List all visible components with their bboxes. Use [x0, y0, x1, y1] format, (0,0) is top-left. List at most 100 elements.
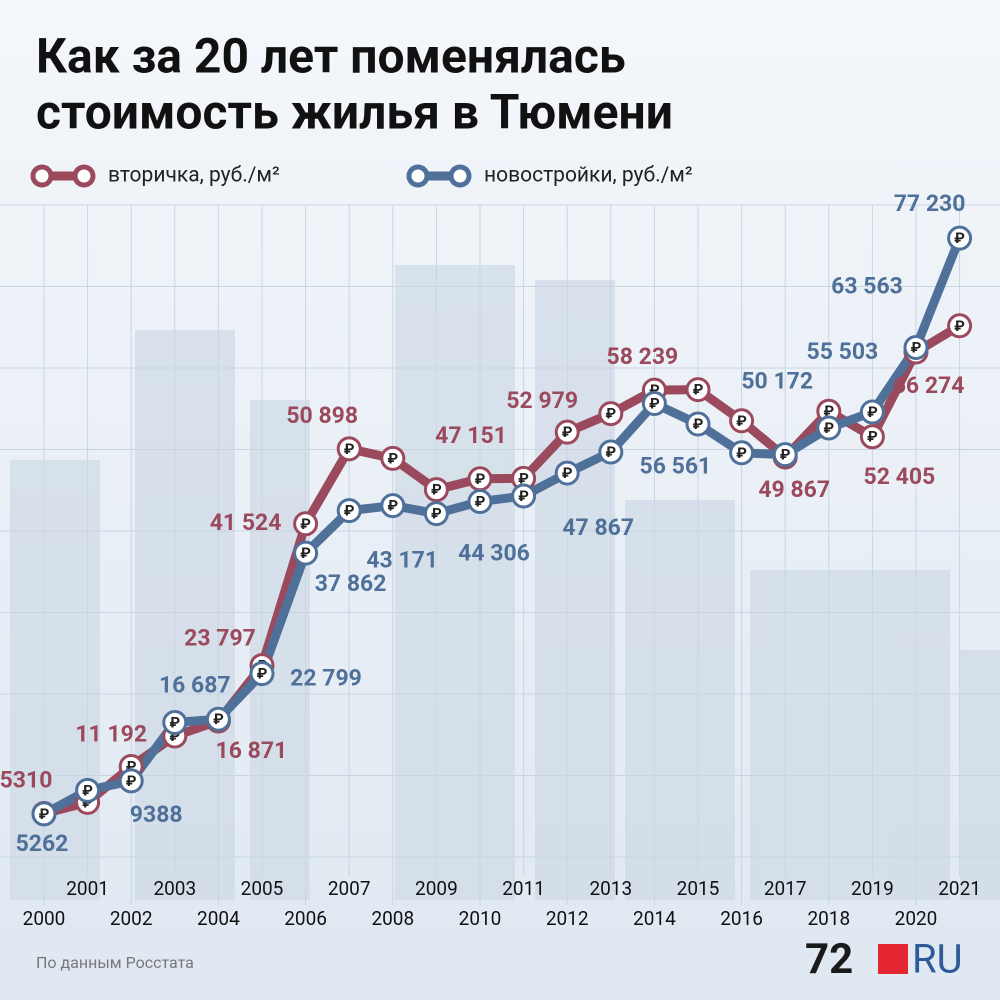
marker-circle [75, 777, 101, 803]
marker-symbol: ₽ [780, 446, 791, 464]
data-label: 47 151 [435, 422, 507, 449]
x-tick-label: 2013 [589, 877, 632, 900]
data-label: 16 871 [216, 737, 288, 764]
logo-square [878, 944, 908, 974]
marker: ₽ [685, 411, 711, 437]
x-tick-label: 2015 [677, 877, 720, 900]
marker-circle [729, 408, 755, 434]
data-label: 37 862 [315, 570, 387, 597]
marker-symbol: ₽ [300, 515, 311, 533]
marker: ₽ [554, 460, 580, 486]
data-label: 44 306 [458, 540, 530, 567]
data-label: 50 898 [286, 402, 358, 429]
marker-circle [118, 768, 144, 794]
data-label: 11 192 [75, 721, 147, 748]
data-label: 52 979 [506, 387, 578, 414]
marker-circle [729, 440, 755, 466]
marker: ₽ [423, 501, 449, 527]
marker-symbol: ₽ [562, 464, 573, 482]
marker-symbol: ₽ [824, 402, 835, 420]
marker: ₽ [380, 445, 406, 471]
x-tick-label: 2016 [720, 907, 763, 930]
marker-symbol: ₽ [736, 412, 747, 430]
marker-symbol: ₽ [82, 781, 93, 799]
x-tick-label: 2001 [66, 877, 109, 900]
logo: 72 [805, 935, 853, 984]
data-label: 16 687 [159, 672, 231, 699]
marker: ₽ [685, 377, 711, 403]
marker-symbol: ₽ [431, 481, 442, 499]
marker: ₽ [467, 466, 493, 492]
marker-circle [249, 661, 275, 687]
marker-symbol: ₽ [824, 419, 835, 437]
marker-symbol: ₽ [126, 757, 137, 775]
x-tick-label: 2004 [197, 907, 240, 930]
legend-swatch [30, 164, 54, 188]
marker-symbol: ₽ [170, 713, 181, 731]
title: стоимость жилья в Тюмени [36, 84, 673, 141]
data-label: 50 172 [741, 368, 813, 395]
marker-symbol: ₽ [388, 449, 399, 467]
marker-circle [598, 401, 624, 427]
marker: ₽ [641, 391, 667, 417]
x-tick-label: 2014 [633, 907, 676, 930]
data-label: 47 867 [562, 514, 634, 541]
data-label: 43 171 [366, 547, 438, 574]
x-tick-label: 2008 [371, 907, 414, 930]
marker-symbol: ₽ [126, 772, 137, 790]
x-tick-label: 2018 [807, 907, 850, 930]
x-tick-label: 2019 [851, 877, 894, 900]
marker-symbol: ₽ [649, 394, 660, 412]
data-label: 41 524 [210, 509, 282, 536]
marker-symbol: ₽ [562, 423, 573, 441]
marker: ₽ [859, 424, 885, 450]
marker-circle [380, 445, 406, 471]
marker-circle [380, 493, 406, 519]
marker: ₽ [380, 493, 406, 519]
marker-circle [554, 460, 580, 486]
x-tick-label: 2009 [415, 877, 458, 900]
data-label: 66 274 [893, 372, 965, 399]
marker: ₽ [205, 706, 231, 732]
legend-swatch [406, 164, 430, 188]
marker-symbol: ₽ [693, 381, 704, 399]
series-line [42, 321, 962, 818]
marker: ₽ [118, 768, 144, 794]
marker: ₽ [336, 498, 362, 524]
x-tick-label: 2021 [938, 877, 981, 900]
marker: ₽ [162, 710, 188, 736]
marker-circle [685, 377, 711, 403]
legend-swatch [448, 164, 472, 188]
marker-circle [423, 477, 449, 503]
data-label: 23 797 [184, 625, 256, 652]
marker: ₽ [31, 801, 57, 827]
data-label: 5310 [0, 767, 52, 794]
data-label: 55 503 [807, 338, 879, 365]
marker-circle [947, 225, 973, 251]
x-tick-label: 2006 [284, 907, 327, 930]
x-tick-label: 2007 [328, 877, 371, 900]
marker-symbol: ₽ [693, 415, 704, 433]
data-label: 49 867 [758, 476, 830, 503]
source: По данным Росстата [36, 953, 194, 972]
marker-circle [467, 489, 493, 515]
marker: ₽ [511, 465, 537, 491]
marker: ₽ [249, 661, 275, 687]
marker-symbol: ₽ [475, 493, 486, 511]
marker: ₽ [903, 334, 929, 360]
marker-symbol: ₽ [344, 502, 355, 520]
marker-symbol: ₽ [736, 444, 747, 462]
marker-symbol: ₽ [606, 443, 617, 461]
marker: ₽ [467, 489, 493, 515]
marker-circle [859, 424, 885, 450]
marker-symbol: ₽ [911, 338, 922, 356]
marker: ₽ [554, 419, 580, 445]
marker: ₽ [859, 399, 885, 425]
x-tick-label: 2017 [764, 877, 807, 900]
title: Как за 20 лет поменялась [36, 28, 626, 85]
data-label: 5262 [16, 830, 69, 857]
data-label: 56 561 [640, 453, 712, 480]
marker: ₽ [598, 401, 624, 427]
logo: RU [912, 936, 963, 983]
